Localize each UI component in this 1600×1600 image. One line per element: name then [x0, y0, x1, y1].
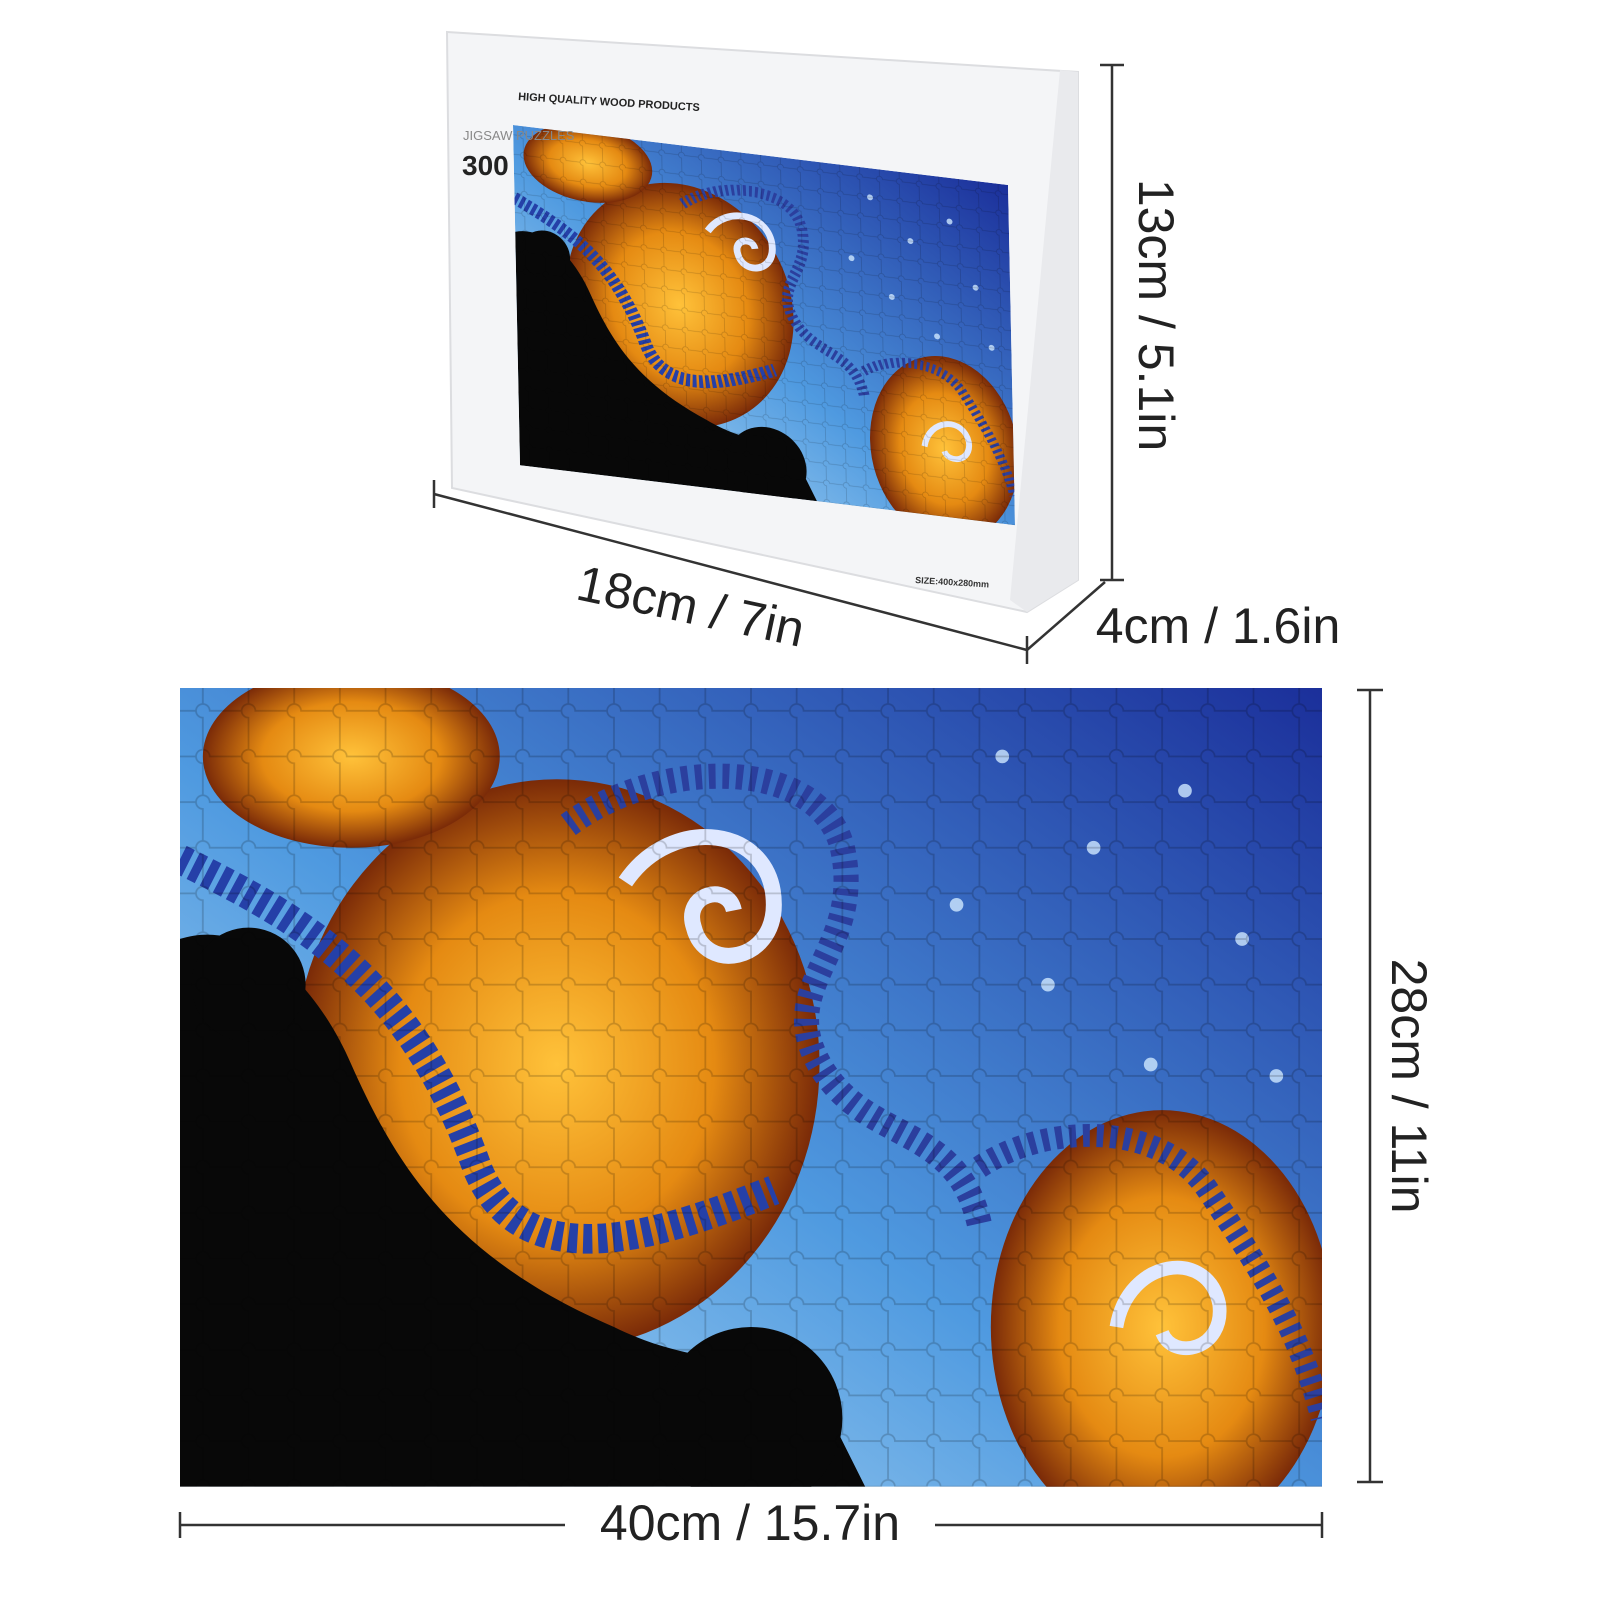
- box-side: [1010, 70, 1078, 612]
- box-pieces: 300: [462, 150, 509, 181]
- box-height-label: 13cm / 5.1in: [1128, 179, 1184, 451]
- puzzle-width-label: 40cm / 15.7in: [600, 1495, 900, 1551]
- puzzle-height-dimension: 28cm / 11in: [1357, 688, 1437, 1484]
- box-height-dimension: 13cm / 5.1in: [1100, 63, 1184, 582]
- box-width-label: 18cm / 7in: [572, 555, 809, 658]
- box-depth-dimension: 4cm / 1.6in: [1026, 581, 1341, 654]
- box-depth-label: 4cm / 1.6in: [1096, 598, 1341, 654]
- box-size: SIZE:400x280mm: [915, 575, 990, 590]
- box-label: JIGSAW PUZZLES: [463, 128, 575, 143]
- puzzle-width-dimension: 40cm / 15.7in: [178, 1495, 1324, 1551]
- puzzle-height-label: 28cm / 11in: [1381, 959, 1437, 1214]
- puzzle-artwork: [180, 665, 1333, 1544]
